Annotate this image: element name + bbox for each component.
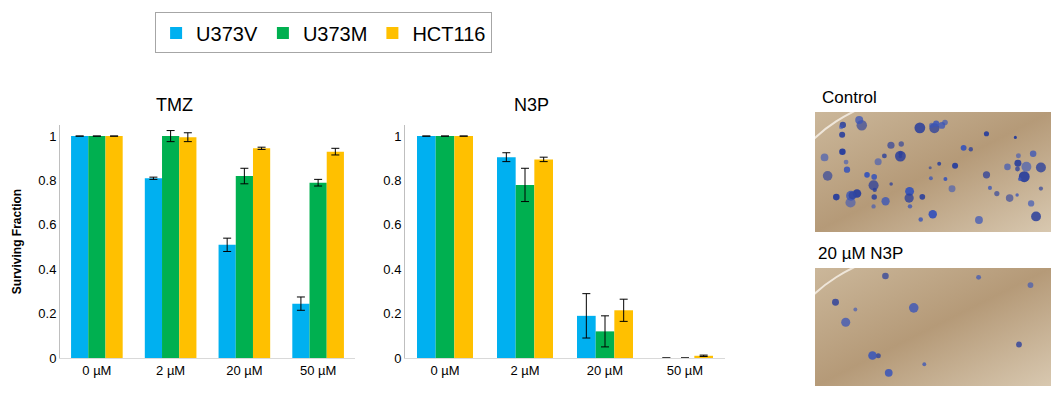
svg-text:20 µM: 20 µM [226, 363, 262, 378]
svg-text:2 µM: 2 µM [510, 363, 539, 378]
svg-text:2 µM: 2 µM [156, 363, 185, 378]
svg-text:U373M: U373M [303, 23, 367, 45]
svg-text:1: 1 [49, 129, 56, 144]
svg-text:0.4: 0.4 [383, 262, 401, 277]
svg-text:1: 1 [394, 129, 401, 144]
svg-text:0.4: 0.4 [38, 262, 56, 277]
svg-text:50 µM: 50 µM [300, 363, 336, 378]
svg-text:U373V: U373V [196, 23, 258, 45]
svg-text:50 µM: 50 µM [667, 363, 703, 378]
svg-text:0 µM: 0 µM [82, 363, 111, 378]
svg-text:0.6: 0.6 [383, 217, 401, 232]
svg-text:0.2: 0.2 [383, 306, 401, 321]
svg-text:TMZ: TMZ [156, 95, 193, 115]
svg-text:HCT116: HCT116 [412, 23, 485, 45]
html-text:Control: Control [822, 88, 877, 107]
svg-text:N3P: N3P [514, 95, 549, 115]
svg-text:0.6: 0.6 [38, 217, 56, 232]
svg-text:Surviving Fraction: Surviving Fraction [10, 189, 24, 294]
svg-text:0.2: 0.2 [38, 306, 56, 321]
svg-text:0: 0 [394, 351, 401, 366]
svg-text:0.8: 0.8 [383, 173, 401, 188]
svg-text:0: 0 [49, 351, 56, 366]
svg-text:0.8: 0.8 [38, 173, 56, 188]
svg-text:20 µM: 20 µM [587, 363, 623, 378]
svg-text:0 µM: 0 µM [430, 363, 459, 378]
html-text:20 µM N3P: 20 µM N3P [818, 244, 904, 263]
